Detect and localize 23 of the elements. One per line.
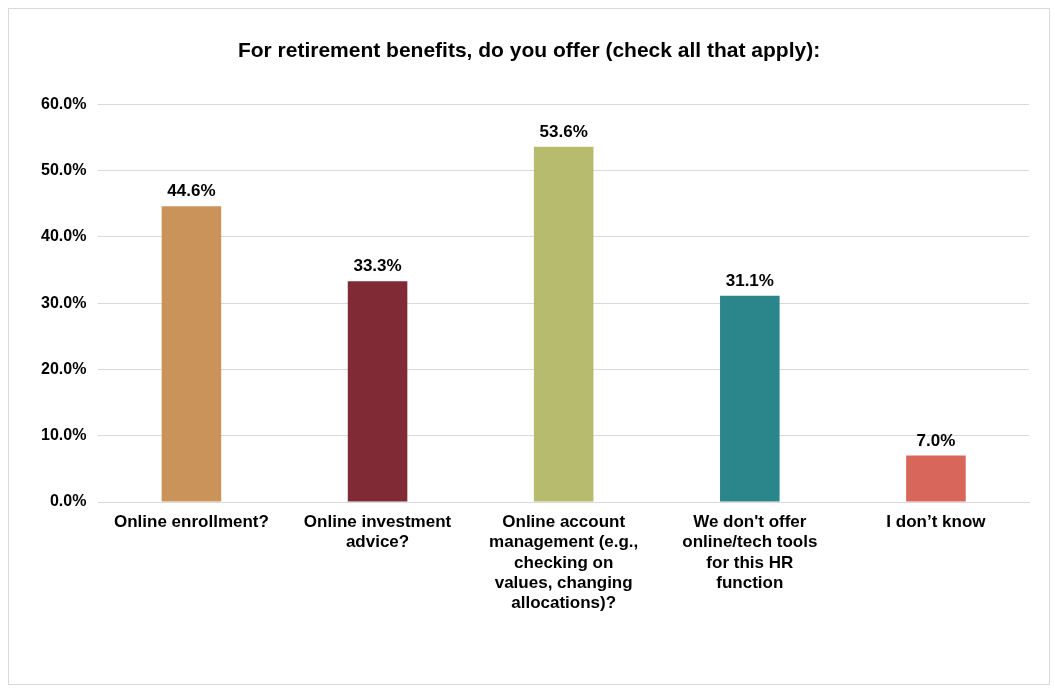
y-tick-label: 60.0%: [40, 94, 87, 112]
data-label: 33.3%: [353, 256, 402, 276]
x-tick-label: We don't offer online/tech tools for this HR function: [682, 511, 818, 593]
data-label: 44.6%: [167, 181, 216, 201]
data-label: 53.6%: [539, 121, 588, 141]
y-tick-label: 0.0%: [49, 492, 87, 510]
x-tick-label: Online account management (e.g., checking on values, changing allocations)?: [489, 511, 639, 613]
bar: [720, 295, 780, 502]
y-tick-label: 40.0%: [40, 227, 87, 245]
bar: [161, 206, 222, 502]
bar: [906, 455, 966, 502]
y-tick-label: 30.0%: [40, 293, 87, 311]
chart-title: For retirement benefits, do you offer (check all that apply):: [237, 38, 821, 62]
y-tick-label: 10.0%: [40, 426, 87, 444]
x-tick-label: Online enrollment?: [113, 511, 269, 531]
data-label: 7.0%: [916, 430, 956, 450]
y-tick-label: 50.0%: [40, 160, 87, 178]
bar: [347, 281, 408, 502]
y-tick-label: 20.0%: [40, 359, 87, 377]
x-tick-label: I don’t know: [886, 511, 987, 531]
x-tick-label: Online investment advice?: [303, 511, 452, 552]
bar: [533, 146, 594, 502]
data-label: 31.1%: [725, 270, 774, 290]
